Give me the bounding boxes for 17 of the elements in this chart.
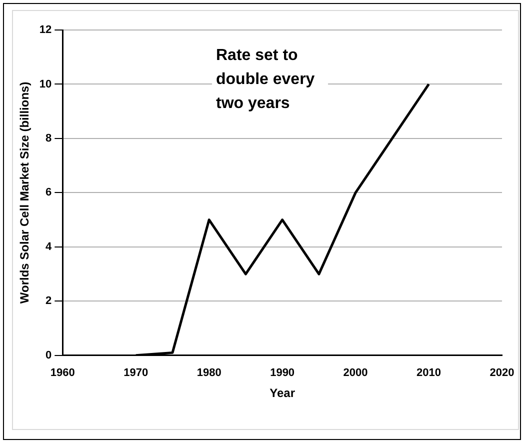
y-tick-label: 0 bbox=[46, 349, 52, 362]
x-tick-label: 1960 bbox=[50, 367, 75, 380]
x-axis-title: Year bbox=[270, 386, 296, 400]
annotation: Rate set to double every two years bbox=[212, 42, 328, 118]
y-tick-label: 2 bbox=[46, 295, 52, 308]
x-tick-label: 2020 bbox=[490, 367, 514, 380]
x-tick-label: 1990 bbox=[270, 367, 295, 380]
y-tick-label: 6 bbox=[46, 186, 52, 199]
y-tick-label: 10 bbox=[39, 78, 52, 90]
x-tick-label: 2000 bbox=[343, 367, 368, 380]
x-tick-label: 1980 bbox=[196, 367, 222, 380]
y-tick-label: 12 bbox=[39, 24, 52, 36]
y-tick-label: 8 bbox=[46, 132, 52, 144]
x-tick-label: 1970 bbox=[124, 367, 148, 380]
y-axis-title: Worlds Solar Cell Market Size (billions) bbox=[18, 82, 32, 304]
y-tick-label: 4 bbox=[46, 240, 53, 253]
x-tick-label: 2010 bbox=[416, 367, 442, 380]
